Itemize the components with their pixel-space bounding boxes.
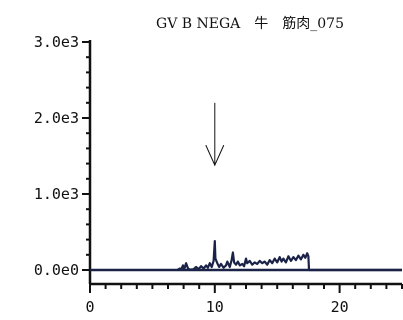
- axes: [88, 40, 402, 286]
- y-tick-label: 1.0e3: [34, 185, 79, 203]
- series-line: [176, 240, 402, 272]
- x-tick-label: 20: [331, 298, 349, 316]
- ticks: [82, 41, 403, 293]
- arrow-head: [205, 144, 225, 167]
- y-tick-label: 2.0e3: [34, 109, 79, 127]
- chart-title: GV B NEGA 牛 筋肉_075: [156, 15, 344, 32]
- x-tick-label: 10: [206, 298, 224, 316]
- x-tick-label: 0: [85, 298, 94, 316]
- plot-area: [90, 240, 402, 272]
- annotation: [205, 102, 225, 167]
- y-tick-label: 0.0e0: [34, 261, 79, 279]
- y-tick-label: 3.0e3: [34, 33, 79, 51]
- tick-labels: 0.0e0 1.0e3 2.0e3 3.0e3 0 10 20: [34, 33, 349, 316]
